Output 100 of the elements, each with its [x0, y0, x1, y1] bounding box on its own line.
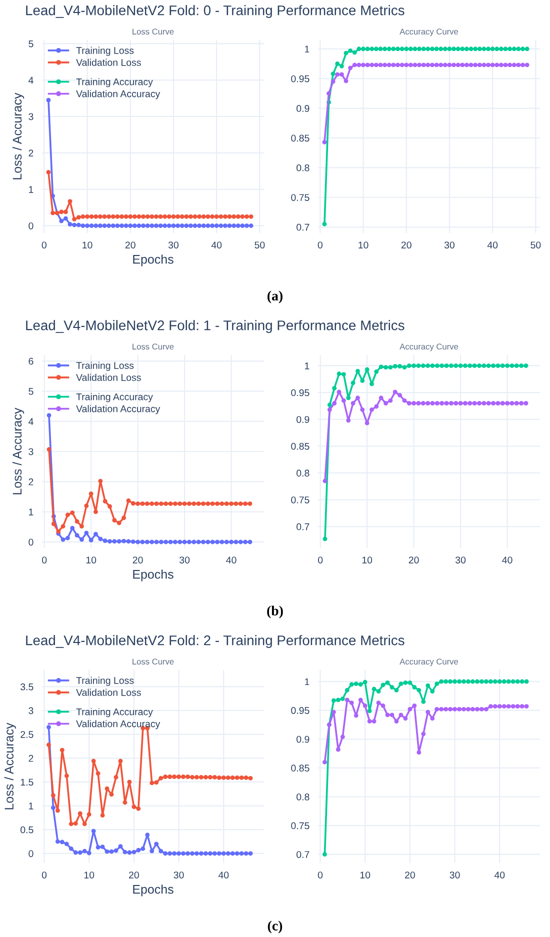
- y-tick-label: 0.8: [296, 164, 310, 172]
- x-tick-label: 10: [82, 242, 92, 248]
- legend-label: Training Loss: [76, 362, 134, 371]
- x-tick-label: 0: [318, 872, 323, 878]
- y-tick-label: 0.95: [291, 707, 310, 714]
- x-tick-label: 40: [218, 872, 229, 878]
- y-tick-label: 4: [28, 418, 34, 425]
- chart-subtitle: Loss Curve: [132, 658, 174, 665]
- x-tick-label: 10: [362, 556, 372, 564]
- x-tick-label: 0: [318, 556, 323, 564]
- y-tick-label: 0.85: [291, 134, 310, 142]
- x-tick-label: 30: [174, 872, 184, 878]
- y-tick-label: 0.95: [291, 389, 310, 396]
- y-tick-label: 0.5: [20, 826, 34, 834]
- y-tick-label: 1: [29, 508, 34, 516]
- x-tick-label: 40: [226, 556, 236, 564]
- x-axis-title: Epochs: [133, 884, 174, 896]
- y-tick-label: 3.5: [20, 683, 34, 690]
- y-tick-label: 0.8: [296, 470, 310, 477]
- x-tick-label: 10: [358, 242, 368, 248]
- chart-title: Lead_V4-MobileNetV2 Fold: 0 - Training Performance Metrics: [26, 5, 404, 18]
- x-tick-label: 30: [168, 242, 179, 248]
- y-tick-label: 3: [28, 113, 34, 120]
- x-tick-label: 20: [401, 242, 412, 248]
- legend-label: Validation Accuracy: [76, 90, 160, 100]
- text: (a): [268, 290, 282, 304]
- y-tick-label: 5: [28, 40, 34, 48]
- legend-label: Validation Accuracy: [76, 720, 160, 730]
- y-tick-label: 0: [28, 222, 34, 230]
- y-tick-label: 5: [28, 388, 34, 395]
- x-tick-label: 0: [42, 556, 47, 564]
- chart-subtitle: Loss Curve: [132, 28, 174, 35]
- y-tick-label: 1: [29, 802, 34, 810]
- x-tick-label: 50: [530, 242, 541, 248]
- y-tick-label: 2.5: [20, 731, 34, 738]
- y-tick-label: 0.9: [296, 416, 310, 423]
- chart-subtitle: Loss Curve: [132, 344, 174, 350]
- y-axis-title: Loss / Accuracy: [4, 722, 16, 810]
- y-tick-label: 0.85: [291, 442, 310, 450]
- y-tick-label: 0.9: [296, 105, 310, 112]
- y-axis-title: Loss / Accuracy: [12, 92, 24, 180]
- y-tick-label: 0.75: [291, 496, 310, 504]
- y-tick-label: 0.7: [296, 851, 310, 858]
- x-tick-label: 40: [502, 556, 512, 564]
- y-tick-label: 2: [28, 150, 34, 156]
- y-tick-label: 3: [28, 707, 34, 714]
- x-axis-title: Epochs: [133, 570, 174, 582]
- x-tick-label: 0: [318, 242, 322, 248]
- chart-subtitle: Accuracy Curve: [400, 28, 458, 36]
- x-tick-label: 10: [360, 872, 370, 878]
- x-tick-label: 10: [84, 872, 94, 878]
- legend-label: Training Accuracy: [76, 393, 153, 402]
- chart-title: Lead_V4-MobileNetV2 Fold: 1 - Training Performance Metrics: [26, 320, 404, 333]
- x-tick-label: 20: [132, 556, 143, 564]
- chart-subtitle: Accuracy Curve: [400, 658, 458, 666]
- y-tick-label: 4: [28, 76, 34, 84]
- x-tick-label: 30: [450, 872, 460, 878]
- y-tick-label: 1: [305, 678, 310, 686]
- x-tick-label: 40: [487, 242, 498, 248]
- x-tick-label: 20: [129, 872, 139, 878]
- y-tick-label: 0: [28, 538, 34, 546]
- y-axis-title: Loss / Accuracy: [12, 408, 24, 494]
- y-tick-label: 0.85: [291, 764, 310, 772]
- y-tick-label: 0.75: [291, 822, 310, 830]
- x-axis-title: Epochs: [133, 254, 174, 266]
- y-tick-label: 1.5: [20, 778, 34, 786]
- x-tick-label: 10: [86, 556, 96, 564]
- x-tick-label: 30: [444, 242, 455, 248]
- y-tick-label: 1: [305, 46, 310, 52]
- x-tick-label: 50: [254, 242, 265, 248]
- y-tick-label: 1: [305, 362, 310, 370]
- y-tick-label: 0.95: [291, 75, 310, 82]
- legend-label: Validation Accuracy: [76, 405, 160, 414]
- text: (c): [268, 920, 282, 934]
- y-tick-label: 2: [28, 754, 34, 762]
- x-tick-label: 0: [42, 872, 47, 878]
- y-tick-label: 6: [28, 358, 34, 365]
- y-tick-label: 2: [28, 478, 34, 486]
- legend-label: Validation Loss: [76, 58, 141, 66]
- x-tick-label: 20: [408, 556, 419, 564]
- x-tick-label: 40: [494, 872, 505, 878]
- y-tick-label: 0.8: [296, 793, 310, 800]
- chart-title: Lead_V4-MobileNetV2 Fold: 2 - Training Performance Metrics: [26, 635, 404, 648]
- text: (b): [267, 606, 283, 618]
- legend-label: Training Loss: [76, 676, 134, 686]
- y-tick-label: 0.7: [296, 224, 310, 231]
- x-tick-label: 20: [125, 242, 136, 248]
- legend-label: Training Accuracy: [76, 78, 153, 88]
- legend-label: Training Loss: [76, 46, 134, 56]
- x-tick-label: 20: [405, 872, 415, 878]
- x-tick-label: 40: [211, 242, 222, 248]
- y-tick-label: 0.9: [296, 736, 310, 743]
- y-tick-label: 0.75: [291, 194, 310, 201]
- y-tick-label: 0: [28, 850, 34, 858]
- y-tick-label: 0.7: [296, 523, 310, 530]
- x-tick-label: 30: [456, 556, 466, 564]
- y-tick-label: 3: [28, 448, 34, 456]
- chart-subtitle: Accuracy Curve: [400, 344, 458, 352]
- legend-label: Training Accuracy: [76, 708, 153, 718]
- y-tick-label: 1: [29, 186, 34, 193]
